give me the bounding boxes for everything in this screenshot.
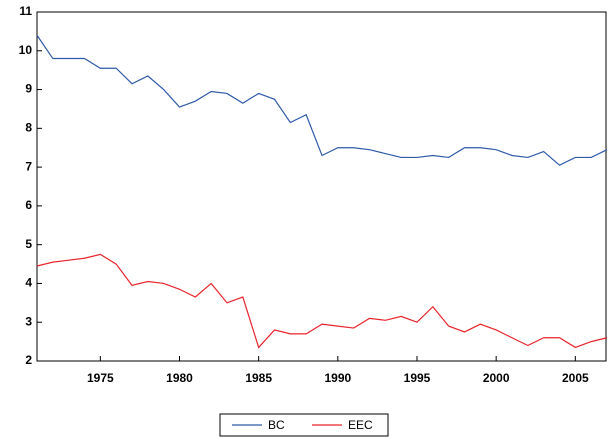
y-tick-label: 2 <box>25 353 32 367</box>
plot-frame <box>36 11 607 362</box>
legend-label: BC <box>268 418 285 432</box>
x-tick-label: 1980 <box>166 371 193 385</box>
y-tick-label: 10 <box>19 43 33 57</box>
x-tick-label: 1995 <box>404 371 431 385</box>
y-tick-label: 4 <box>25 276 32 290</box>
y-tick-label: 9 <box>25 82 32 96</box>
series-line <box>36 34 608 166</box>
legend-label: EEC <box>348 418 373 432</box>
y-tick-label: 3 <box>25 314 32 328</box>
series-line <box>36 253 608 349</box>
x-tick-label: 1975 <box>87 371 114 385</box>
y-tick-label: 6 <box>25 198 32 212</box>
legend-box <box>219 413 389 437</box>
y-tick-label: 7 <box>25 159 32 173</box>
x-tick-label: 1985 <box>245 371 272 385</box>
legend: BC EEC <box>219 413 389 437</box>
y-tick-label: 5 <box>25 237 32 251</box>
y-tick-label: 11 <box>19 4 32 18</box>
x-tick-label: 1990 <box>324 371 351 385</box>
x-tick-label: 2005 <box>562 371 589 385</box>
y-tick-label: 8 <box>25 121 32 135</box>
x-tick-label: 2000 <box>483 371 510 385</box>
